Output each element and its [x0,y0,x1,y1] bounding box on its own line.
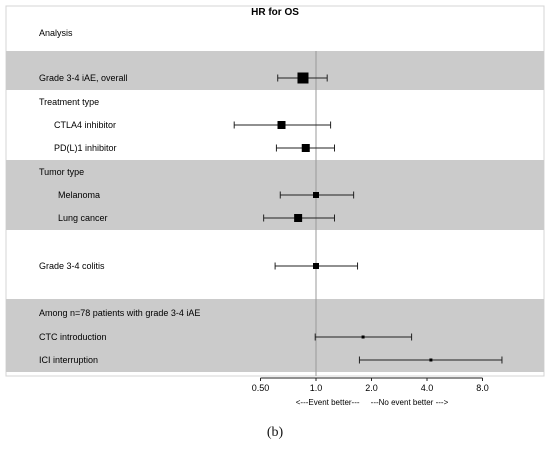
row-label: CTLA4 inhibitor [54,120,116,130]
hr-point [313,192,319,198]
row-label: PD(L)1 inhibitor [54,143,117,153]
row-label: Treatment type [39,97,99,107]
row-label: ICI interruption [39,355,98,365]
row-label: Among n=78 patients with grade 3-4 iAE [39,308,200,318]
hr-point [361,335,365,339]
x-tick-label: 2.0 [365,383,378,393]
x-tick-label: 1.0 [310,383,323,393]
chart-title: HR for OS [251,7,299,18]
shaded-band-1 [6,51,544,90]
figure-caption: (b) [266,425,284,440]
hr-point [429,358,433,362]
x-tick-label: 4.0 [421,383,434,393]
hr-point [313,263,319,269]
x-tick-label: 8.0 [476,383,489,393]
row-label: Lung cancer [58,213,108,223]
hr-point [297,72,309,84]
hr-point [294,214,303,222]
column-header: Analysis [39,28,73,38]
hr-point [301,144,310,152]
x-tick-label: 0.50 [252,383,270,393]
row-label: Grade 3-4 colitis [39,261,105,271]
x-axis-label: <---Event better--- ---No event better -… [296,398,449,407]
row-label: Tumor type [39,167,84,177]
forest-plot: HR for OS Analysis Grade 3-4 iAE, overall T… [5,5,545,407]
row-label: Melanoma [58,190,100,200]
row-label: CTC introduction [39,332,107,342]
row-label: Grade 3-4 iAE, overall [39,73,128,83]
hr-point [277,121,286,129]
